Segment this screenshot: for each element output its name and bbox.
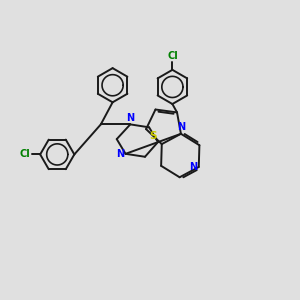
Text: N: N <box>126 113 134 123</box>
Text: Cl: Cl <box>167 51 178 61</box>
Text: N: N <box>189 162 197 172</box>
Text: S: S <box>149 130 157 141</box>
Text: Cl: Cl <box>20 149 31 159</box>
Text: N: N <box>177 122 185 132</box>
Text: N: N <box>116 149 124 159</box>
